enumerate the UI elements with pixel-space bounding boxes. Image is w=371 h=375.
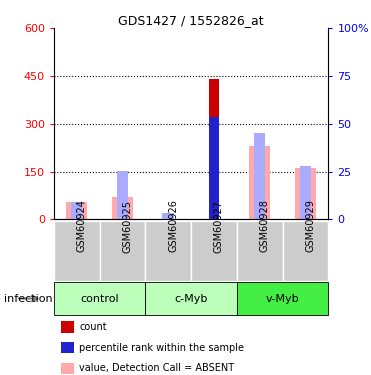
Text: infection: infection xyxy=(4,294,52,303)
Text: GSM60926: GSM60926 xyxy=(168,200,178,252)
Bar xyxy=(162,213,174,219)
Bar xyxy=(145,221,191,281)
Text: GSM60928: GSM60928 xyxy=(260,200,270,252)
Text: count: count xyxy=(79,322,106,332)
Text: GSM60927: GSM60927 xyxy=(214,200,224,252)
Text: GSM60924: GSM60924 xyxy=(77,200,87,252)
Bar xyxy=(145,282,237,315)
Text: v-Myb: v-Myb xyxy=(266,294,299,303)
Bar xyxy=(117,171,128,219)
Text: GSM60925: GSM60925 xyxy=(122,200,132,252)
Bar xyxy=(209,117,219,219)
Bar xyxy=(300,166,311,219)
Bar xyxy=(249,146,270,219)
Text: percentile rank within the sample: percentile rank within the sample xyxy=(79,343,244,352)
Title: GDS1427 / 1552826_at: GDS1427 / 1552826_at xyxy=(118,14,264,27)
Bar xyxy=(295,168,316,219)
Bar xyxy=(283,221,328,281)
Bar xyxy=(99,221,145,281)
Bar xyxy=(54,282,145,315)
Bar xyxy=(209,79,219,219)
Bar xyxy=(112,197,133,219)
Text: control: control xyxy=(80,294,119,303)
Bar xyxy=(66,202,87,219)
Bar xyxy=(254,134,265,219)
Text: value, Detection Call = ABSENT: value, Detection Call = ABSENT xyxy=(79,363,234,373)
Bar xyxy=(237,221,283,281)
Bar xyxy=(71,202,82,219)
Bar xyxy=(237,282,328,315)
Text: c-Myb: c-Myb xyxy=(174,294,208,303)
Bar xyxy=(191,221,237,281)
Bar xyxy=(54,221,99,281)
Text: GSM60929: GSM60929 xyxy=(305,200,315,252)
